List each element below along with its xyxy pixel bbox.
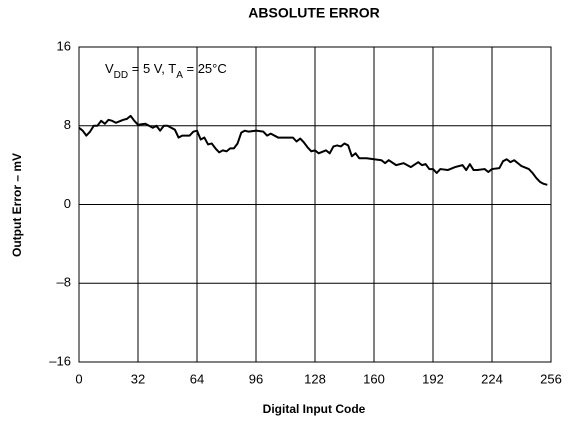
y-axis-label: Output Error – mV	[10, 153, 24, 257]
chart-title: ABSOLUTE ERROR	[248, 5, 379, 21]
x-tick-label: 256	[540, 371, 562, 386]
x-axis-label: Digital Input Code	[263, 402, 366, 416]
y-tick-label: 8	[64, 117, 71, 132]
x-tick-label: 64	[190, 371, 204, 386]
y-tick-label: 16	[57, 38, 71, 53]
annotation-part: V	[105, 61, 114, 76]
x-tick-label: 128	[304, 371, 326, 386]
x-tick-label: 160	[363, 371, 385, 386]
x-tick-label: 96	[249, 371, 263, 386]
x-tick-label: 224	[481, 371, 503, 386]
x-tick-label: 32	[131, 371, 145, 386]
x-tick-label: 0	[75, 371, 82, 386]
annotation-part: = 5 V, T	[128, 61, 176, 76]
x-tick-label: 192	[422, 371, 444, 386]
data-line	[78, 114, 548, 186]
annotation-part: DD	[114, 70, 128, 81]
plot-frame	[78, 46, 552, 363]
annotation-part: A	[176, 70, 183, 81]
annotation-part: = 25°C	[183, 61, 227, 76]
y-tick-label: 0	[64, 196, 71, 211]
y-tick-label: –8	[57, 275, 71, 290]
annotation: VDD = 5 V, TA = 25°C	[105, 61, 227, 81]
y-tick-label: –16	[49, 353, 71, 368]
